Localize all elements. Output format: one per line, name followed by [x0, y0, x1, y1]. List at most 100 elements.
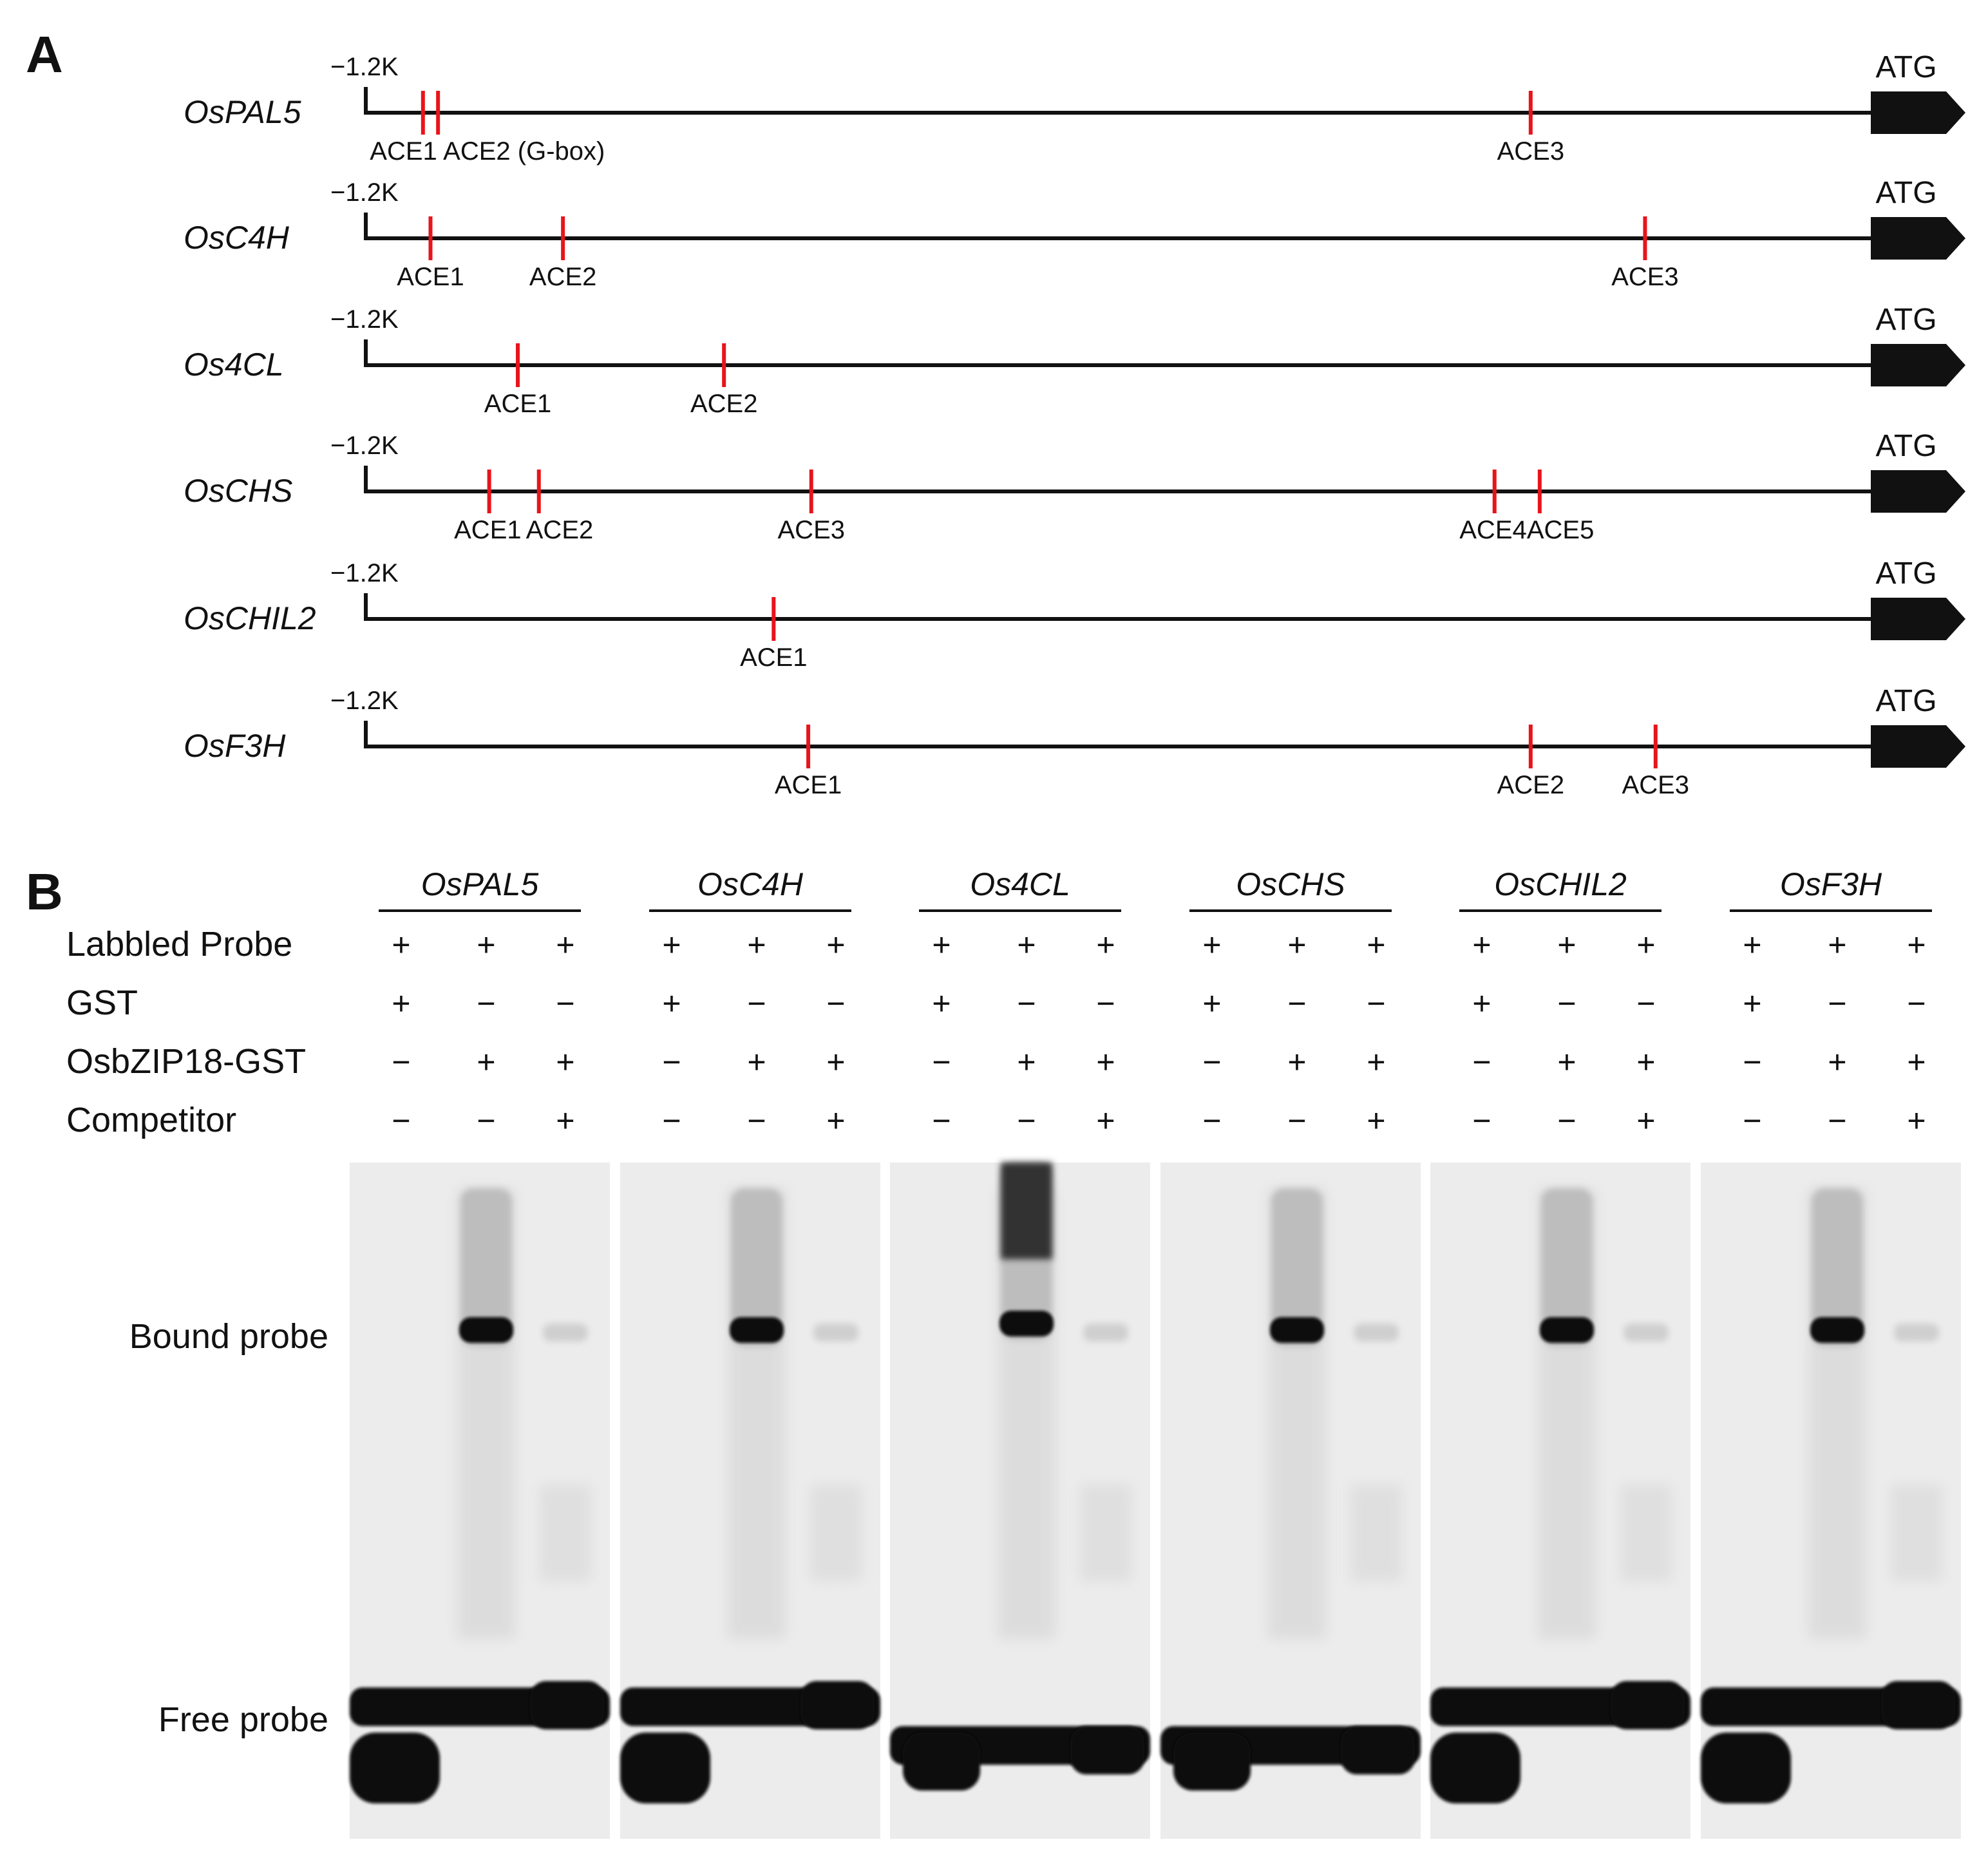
sign-osf3h-lane3: − [1907, 985, 1926, 1021]
sign-osf3h-lane2: − [1828, 985, 1846, 1021]
sign-osc4h-lane1: − [662, 1044, 681, 1080]
free-probe-label: Free probe [158, 1700, 328, 1739]
sign-os4cl-lane1: − [932, 1044, 951, 1080]
atg-label: ATG [1875, 684, 1936, 718]
sign-oschs-lane1: + [1202, 985, 1221, 1021]
sign-oschil2-lane3: − [1636, 985, 1655, 1021]
site-label-ace3: ACE3 [778, 516, 846, 544]
emsa-gene-headers: OsPAL5 OsC4H Os4CL OsCHS OsCHIL2 OsF3H [379, 866, 1932, 912]
sign-oschs-lane2: + [1287, 927, 1306, 963]
start-position-label: −1.2K [330, 687, 399, 715]
sign-os4cl-lane1: + [932, 985, 951, 1021]
atg-arrow-icon [1871, 217, 1965, 260]
start-position-label: −1.2K [330, 53, 399, 81]
sign-osc4h-lane3: + [826, 1044, 845, 1080]
emsa-condition-table: Labbled Probe GST OsbZIP18-GST Competito… [66, 925, 1926, 1139]
start-position-label: −1.2K [330, 178, 399, 207]
sign-ospal5-lane1: + [392, 927, 410, 963]
site-label-ace2: ACE2 [529, 263, 597, 291]
sign-oschs-lane2: − [1287, 985, 1306, 1021]
sign-os4cl-lane3: + [1096, 1044, 1115, 1080]
promoter-oschil2: OsCHIL2 −1.2K ATG ACE1 [184, 556, 1965, 672]
promoter-ospal5: OsPAL5 −1.2K ATG ACE1 ACE2 (G-box) ACE3 [184, 50, 1965, 166]
sign-ospal5-lane1: + [392, 985, 410, 1021]
sign-oschs-lane1: + [1202, 927, 1221, 963]
sign-osc4h-lane3: + [826, 927, 845, 963]
lane-group-label-os4cl: Os4CL [970, 866, 1070, 902]
sign-osc4h-lane1: + [662, 985, 681, 1021]
sign-ospal5-lane1: − [392, 1044, 410, 1080]
gene-label-oschil2: OsCHIL2 [184, 600, 316, 636]
sign-osc4h-lane1: − [662, 1103, 681, 1139]
gene-label-osc4h: OsC4H [184, 220, 290, 256]
sign-ospal5-lane1: − [392, 1103, 410, 1139]
site-label-ace2-g-box: ACE2 (G-box) [443, 137, 605, 166]
site-label-ace3: ACE3 [1622, 771, 1690, 799]
row-label-osbzip18-gst: OsbZIP18-GST [66, 1042, 306, 1081]
sign-osf3h-lane2: + [1828, 927, 1846, 963]
sign-os4cl-lane3: + [1096, 927, 1115, 963]
site-label-ace3: ACE3 [1611, 263, 1679, 291]
sign-oschil2-lane1: + [1472, 927, 1491, 963]
gel-oschs [1160, 1163, 1421, 1839]
site-label-ace4: ACE4 [1459, 516, 1527, 544]
sign-ospal5-lane2: + [477, 927, 495, 963]
gel-os4cl [890, 1163, 1150, 1839]
site-label-ace3: ACE3 [1497, 137, 1565, 166]
gene-label-os4cl: Os4CL [184, 347, 284, 383]
atg-arrow-icon [1871, 91, 1965, 134]
sign-os4cl-lane3: − [1096, 985, 1115, 1021]
sign-osf3h-lane1: + [1743, 985, 1761, 1021]
sign-osf3h-lane2: − [1828, 1103, 1846, 1139]
lane-group-label-osc4h: OsC4H [697, 866, 804, 902]
sign-osf3h-lane3: + [1907, 1044, 1926, 1080]
sign-oschil2-lane1: + [1472, 985, 1491, 1021]
sign-oschil2-lane2: + [1557, 927, 1576, 963]
start-position-label: −1.2K [330, 432, 399, 460]
sign-osf3h-lane3: + [1907, 927, 1926, 963]
row-label-gst: GST [66, 983, 138, 1022]
sign-osf3h-lane3: + [1907, 1103, 1926, 1139]
sign-os4cl-lane2: − [1017, 985, 1036, 1021]
sign-os4cl-lane2: + [1017, 927, 1036, 963]
sign-oschil2-lane3: + [1636, 927, 1655, 963]
atg-arrow-icon [1871, 598, 1965, 640]
atg-label: ATG [1875, 50, 1936, 84]
gel-oschil2 [1430, 1163, 1690, 1839]
sign-ospal5-lane3: − [556, 985, 574, 1021]
promoter-osf3h: OsF3H −1.2K ATG ACE1 ACE2 ACE3 [184, 684, 1965, 799]
sign-ospal5-lane3: + [556, 1044, 574, 1080]
site-label-ace2: ACE2 [690, 390, 758, 418]
atg-arrow-icon [1871, 725, 1965, 768]
atg-label: ATG [1875, 556, 1936, 591]
site-label-ace1: ACE1 [454, 516, 522, 544]
sign-oschs-lane1: − [1202, 1103, 1221, 1139]
site-label-ace2: ACE2 [1497, 771, 1565, 799]
atg-label: ATG [1875, 429, 1936, 463]
gel-ospal5 [350, 1163, 610, 1839]
sign-os4cl-lane1: − [932, 1103, 951, 1139]
site-label-ace1: ACE1 [397, 263, 464, 291]
sign-osc4h-lane2: + [747, 927, 766, 963]
site-label-ace1: ACE1 [484, 390, 552, 418]
gel-osc4h [620, 1163, 880, 1839]
sign-ospal5-lane2: − [477, 1103, 495, 1139]
bound-probe-label: Bound probe [129, 1317, 328, 1356]
sign-ospal5-lane3: + [556, 927, 574, 963]
sign-oschil2-lane2: + [1557, 1044, 1576, 1080]
sign-osf3h-lane1: + [1743, 927, 1761, 963]
gene-label-oschs: OsCHS [184, 473, 292, 509]
sign-oschil2-lane1: − [1472, 1044, 1491, 1080]
site-label-ace1: ACE1 [740, 643, 808, 672]
panel-b-label: B [26, 863, 63, 920]
sign-oschs-lane2: − [1287, 1103, 1306, 1139]
sign-osc4h-lane2: − [747, 985, 766, 1021]
sign-osc4h-lane3: − [826, 985, 845, 1021]
lane-group-label-oschil2: OsCHIL2 [1494, 866, 1627, 902]
sign-ospal5-lane2: + [477, 1044, 495, 1080]
lane-group-label-osf3h: OsF3H [1780, 866, 1882, 902]
row-label-labelled-probe: Labbled Probe [66, 925, 292, 964]
sign-osc4h-lane1: + [662, 927, 681, 963]
sign-oschs-lane2: + [1287, 1044, 1306, 1080]
